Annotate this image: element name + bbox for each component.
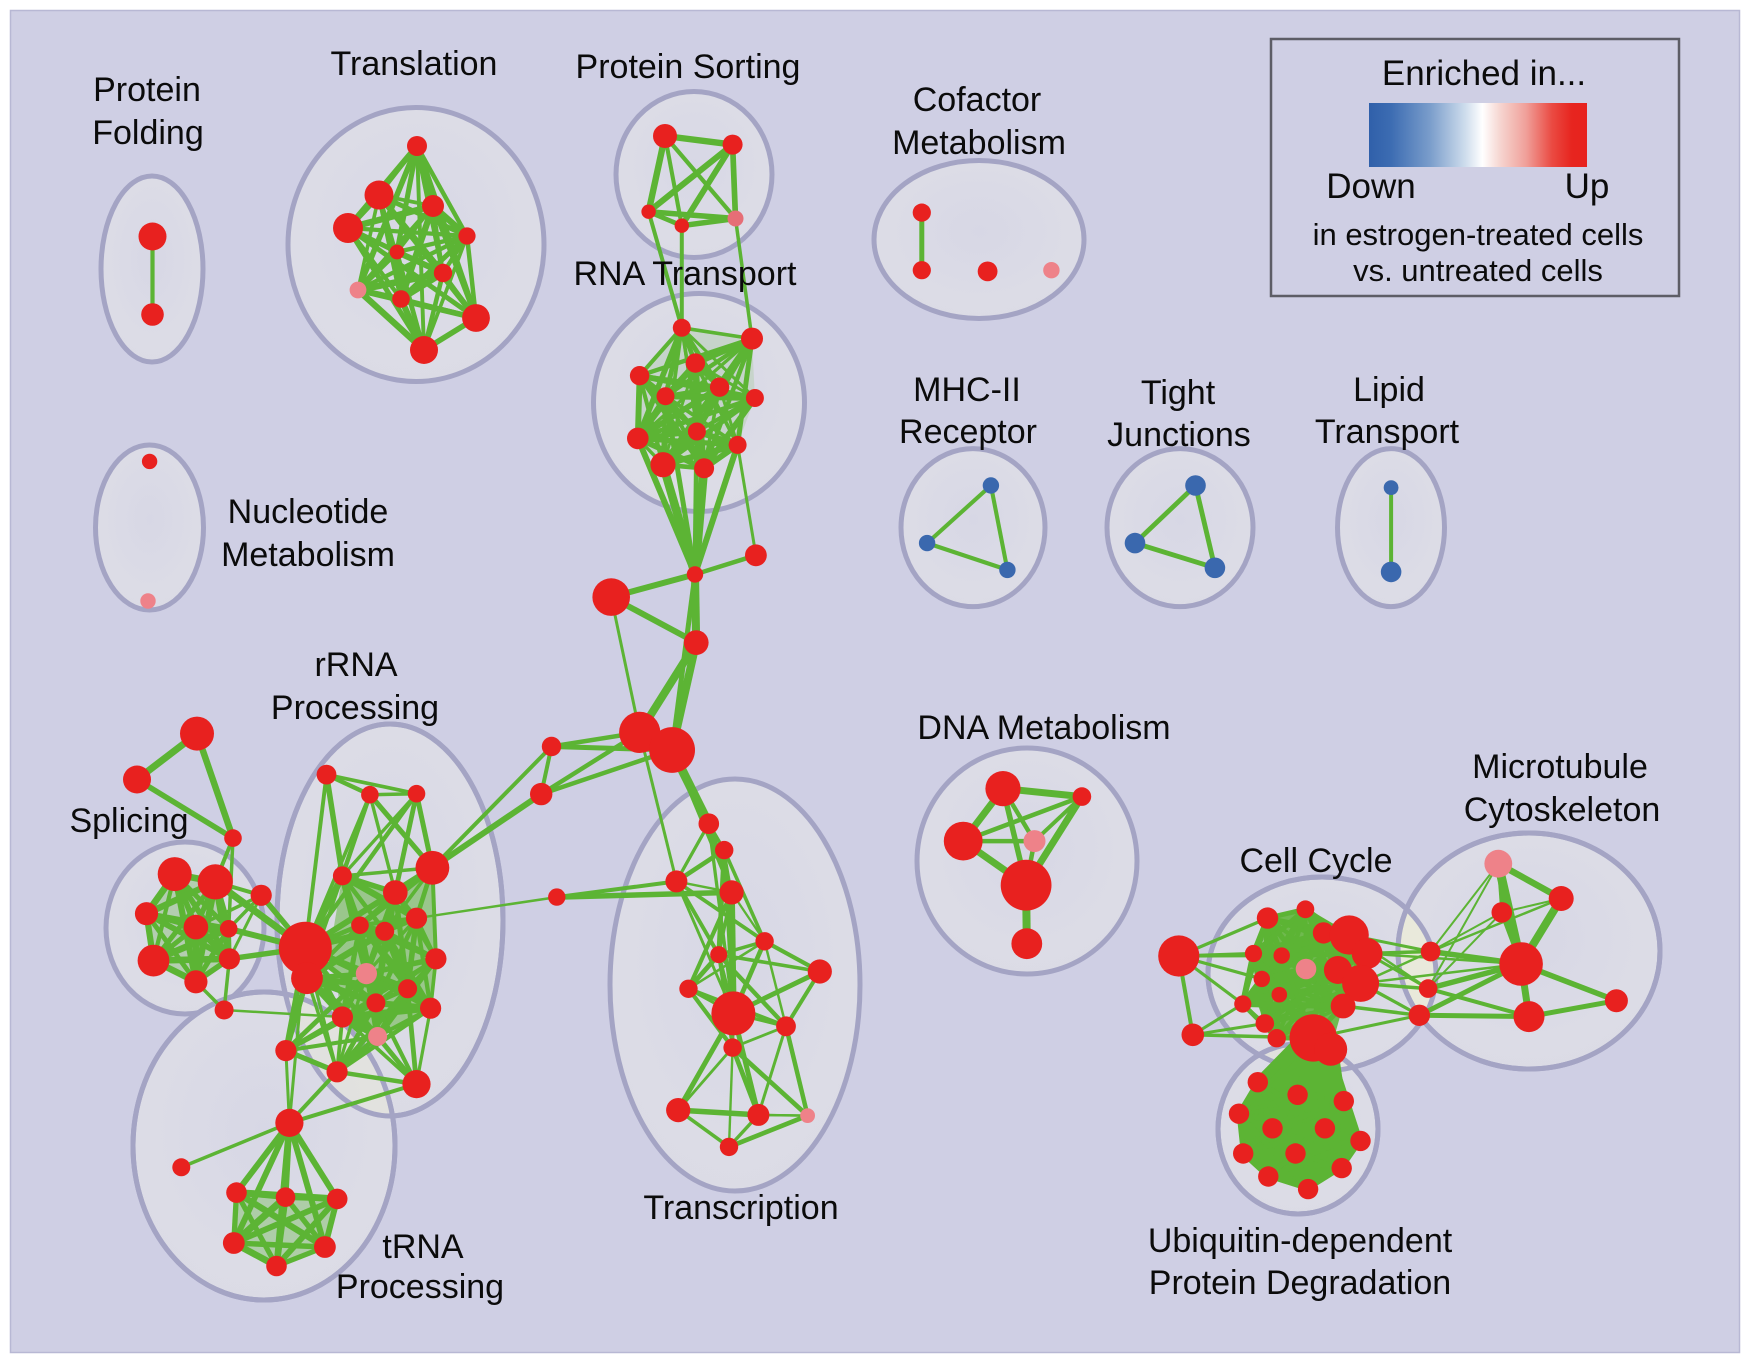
svg-text:Transcription: Transcription <box>643 1189 838 1227</box>
svg-text:rRNA: rRNA <box>314 646 397 684</box>
svg-text:Translation: Translation <box>331 45 498 83</box>
svg-text:Cytoskeleton: Cytoskeleton <box>1464 791 1661 829</box>
svg-text:Lipid: Lipid <box>1353 371 1425 409</box>
svg-text:Tight: Tight <box>1141 374 1216 412</box>
svg-text:Folding: Folding <box>92 114 204 152</box>
svg-text:Protein Sorting: Protein Sorting <box>576 48 801 86</box>
svg-text:DNA Metabolism: DNA Metabolism <box>917 709 1170 747</box>
svg-text:Ubiquitin-dependent: Ubiquitin-dependent <box>1148 1222 1453 1260</box>
svg-text:vs. untreated cells: vs. untreated cells <box>1353 253 1603 288</box>
svg-text:Protein Degradation: Protein Degradation <box>1149 1264 1451 1302</box>
svg-text:Junctions: Junctions <box>1107 416 1251 454</box>
svg-text:Enriched in...: Enriched in... <box>1382 54 1586 93</box>
svg-text:tRNA: tRNA <box>382 1228 464 1266</box>
svg-text:Processing: Processing <box>271 689 439 727</box>
svg-text:Nucleotide: Nucleotide <box>228 493 389 531</box>
svg-text:Metabolism: Metabolism <box>221 536 395 574</box>
svg-text:Up: Up <box>1565 167 1610 206</box>
svg-text:Receptor: Receptor <box>899 413 1037 451</box>
svg-text:Metabolism: Metabolism <box>892 124 1066 162</box>
svg-text:RNA Transport: RNA Transport <box>574 255 798 293</box>
svg-text:MHC-II: MHC-II <box>913 371 1021 409</box>
svg-text:Cell Cycle: Cell Cycle <box>1239 842 1392 880</box>
svg-text:Transport: Transport <box>1315 413 1460 451</box>
svg-text:Cofactor: Cofactor <box>913 81 1042 119</box>
svg-text:Microtubule: Microtubule <box>1472 748 1648 786</box>
svg-text:Splicing: Splicing <box>69 802 188 840</box>
svg-text:Down: Down <box>1326 167 1415 206</box>
svg-text:Protein: Protein <box>93 71 201 109</box>
svg-text:in estrogen-treated cells: in estrogen-treated cells <box>1313 217 1644 252</box>
svg-text:Processing: Processing <box>336 1268 504 1306</box>
